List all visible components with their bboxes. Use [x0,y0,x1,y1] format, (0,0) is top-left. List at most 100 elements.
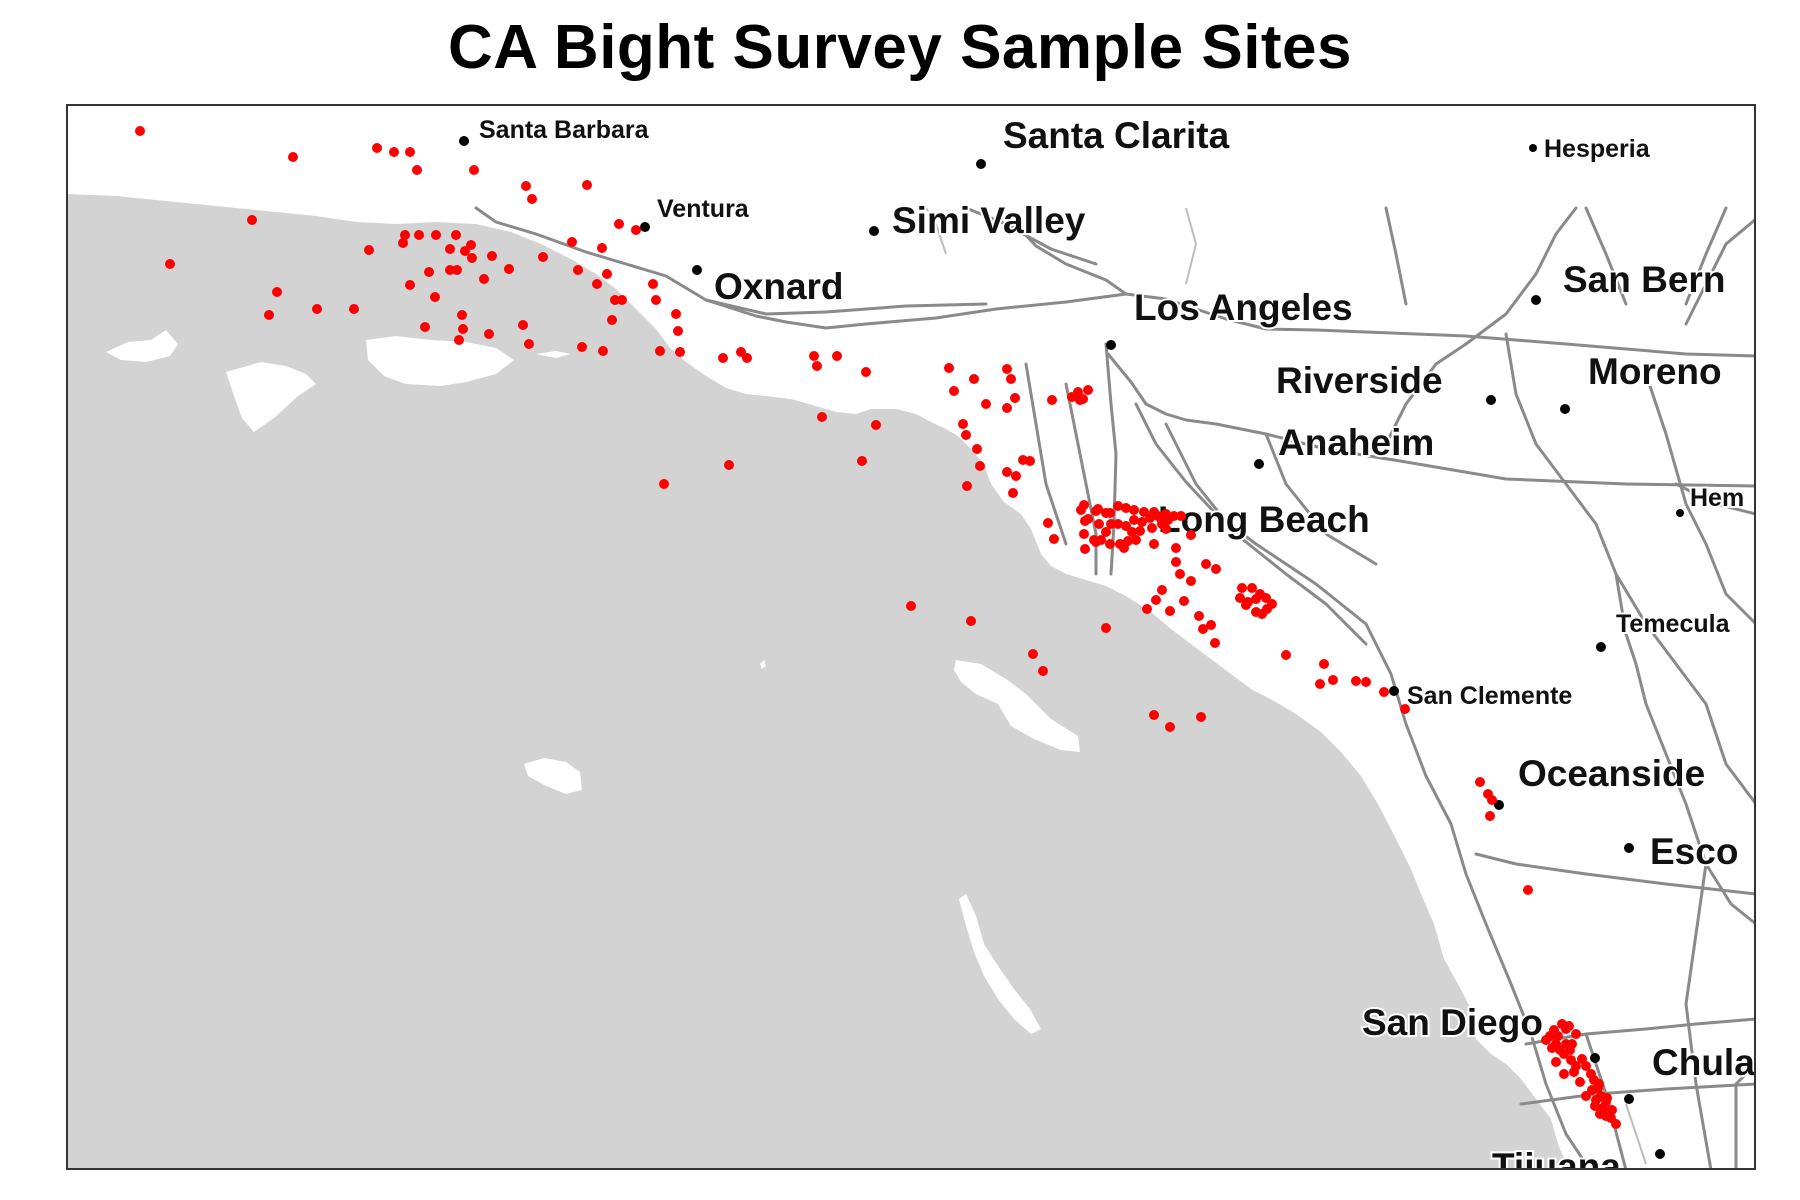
sample-site-marker[interactable] [1113,519,1123,529]
sample-site-marker[interactable] [1211,564,1221,574]
sample-site-marker[interactable] [1571,1029,1581,1039]
sample-site-marker[interactable] [405,280,415,290]
sample-site-marker[interactable] [1096,535,1106,545]
sample-site-marker[interactable] [1171,543,1181,553]
sample-site-marker[interactable] [573,265,583,275]
sample-site-marker[interactable] [412,165,422,175]
sample-site-marker[interactable] [1400,704,1410,714]
sample-site-marker[interactable] [610,295,620,305]
sample-site-marker[interactable] [906,601,916,611]
sample-site-marker[interactable] [165,259,175,269]
sample-site-marker[interactable] [1028,649,1038,659]
sample-site-marker[interactable] [592,279,602,289]
sample-site-marker[interactable] [1237,583,1247,593]
sample-site-marker[interactable] [1561,1024,1571,1034]
sample-site-marker[interactable] [1106,519,1116,529]
sample-site-marker[interactable] [1602,1093,1612,1103]
sample-site-marker[interactable] [597,243,607,253]
sample-site-marker[interactable] [1186,530,1196,540]
sample-site-marker[interactable] [1073,387,1083,397]
sample-site-marker[interactable] [504,264,514,274]
sample-site-marker[interactable] [1575,1077,1585,1087]
sample-site-marker[interactable] [614,219,624,229]
sample-site-marker[interactable] [452,265,462,275]
sample-site-marker[interactable] [1101,527,1111,537]
sample-site-marker[interactable] [1601,1111,1611,1121]
sample-site-marker[interactable] [961,430,971,440]
sample-site-marker[interactable] [1165,606,1175,616]
sample-site-marker[interactable] [861,367,871,377]
sample-site-marker[interactable] [1194,611,1204,621]
sample-site-marker[interactable] [1485,811,1495,821]
sample-site-marker[interactable] [445,244,455,254]
sample-site-marker[interactable] [1002,403,1012,413]
sample-site-marker[interactable] [1153,511,1163,521]
sample-site-marker[interactable] [405,147,415,157]
sample-site-marker[interactable] [1351,676,1361,686]
sample-site-marker[interactable] [1315,679,1325,689]
sample-site-marker[interactable] [372,143,382,153]
sample-site-marker[interactable] [1198,624,1208,634]
sample-site-marker[interactable] [364,245,374,255]
sample-site-marker[interactable] [975,461,985,471]
sample-site-marker[interactable] [1038,666,1048,676]
sample-site-marker[interactable] [288,152,298,162]
sample-site-marker[interactable] [1196,712,1206,722]
sample-site-marker[interactable] [272,287,282,297]
sample-site-marker[interactable] [389,147,399,157]
sample-site-marker[interactable] [312,304,322,314]
sample-site-marker[interactable] [454,335,464,345]
sample-site-marker[interactable] [1151,595,1161,605]
sample-site-marker[interactable] [1121,503,1131,513]
sample-site-marker[interactable] [1008,488,1018,498]
sample-site-marker[interactable] [673,326,683,336]
sample-site-marker[interactable] [1129,515,1139,525]
sample-site-marker[interactable] [1010,393,1020,403]
sample-site-marker[interactable] [538,252,548,262]
sample-site-marker[interactable] [479,274,489,284]
sample-site-marker[interactable] [1129,505,1139,515]
sample-site-marker[interactable] [1018,455,1028,465]
sample-site-marker[interactable] [1145,513,1155,523]
sample-site-marker[interactable] [518,320,528,330]
sample-site-marker[interactable] [631,225,641,235]
sample-site-marker[interactable] [398,238,408,248]
sample-site-marker[interactable] [467,253,477,263]
sample-site-marker[interactable] [1089,535,1099,545]
sample-site-marker[interactable] [431,230,441,240]
sample-site-marker[interactable] [457,310,467,320]
sample-site-marker[interactable] [1475,777,1485,787]
sample-site-marker[interactable] [349,304,359,314]
sample-site-marker[interactable] [582,180,592,190]
sample-site-marker[interactable] [832,351,842,361]
sample-site-marker[interactable] [1115,539,1125,549]
sample-site-marker[interactable] [521,181,531,191]
sample-site-marker[interactable] [1083,385,1093,395]
sample-site-marker[interactable] [1186,576,1196,586]
sample-site-marker[interactable] [1083,514,1093,524]
sample-site-marker[interactable] [1079,500,1089,510]
sample-site-marker[interactable] [1559,1069,1569,1079]
sample-site-marker[interactable] [1523,885,1533,895]
sample-site-marker[interactable] [1379,687,1389,697]
sample-site-marker[interactable] [469,165,479,175]
sample-site-marker[interactable] [972,444,982,454]
sample-site-marker[interactable] [1565,1045,1575,1055]
sample-site-marker[interactable] [1094,519,1104,529]
map-canvas[interactable]: Santa Barbara Santa Clarita Hesperia Ven… [66,104,1756,1170]
sample-site-marker[interactable] [617,295,627,305]
sample-site-marker[interactable] [742,353,752,363]
sample-site-marker[interactable] [1127,527,1137,537]
sample-site-marker[interactable] [1551,1039,1561,1049]
sample-site-marker[interactable] [445,265,455,275]
sample-site-marker[interactable] [675,347,685,357]
sample-site-marker[interactable] [857,456,867,466]
sample-site-marker[interactable] [577,342,587,352]
sample-site-marker[interactable] [1131,535,1141,545]
sample-site-marker[interactable] [424,267,434,277]
sample-site-marker[interactable] [871,420,881,430]
sample-site-marker[interactable] [430,292,440,302]
sample-site-marker[interactable] [1319,659,1329,669]
sample-site-marker[interactable] [1047,395,1057,405]
sample-site-marker[interactable] [1201,559,1211,569]
